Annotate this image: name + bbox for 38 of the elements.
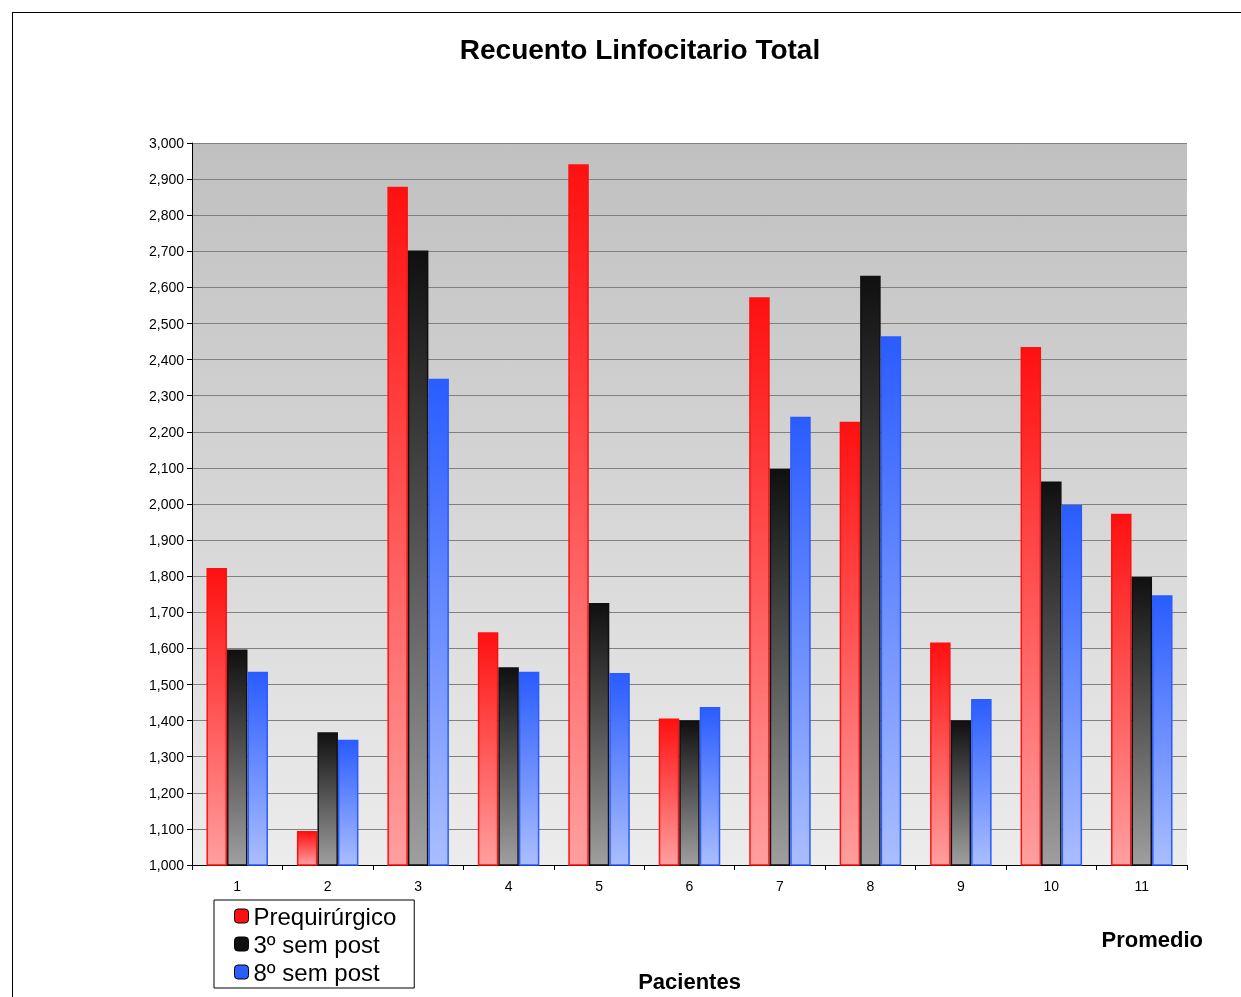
y-tick-label: 2,400 [148,351,185,368]
y-tick-label: 1,200 [148,784,185,801]
legend-label: 8º sem post [253,958,380,986]
x-tick-label: 7 [776,878,785,894]
legend-label: Prequirúrgico [253,902,397,930]
x-tick-label: 6 [685,878,694,894]
y-tick-label: 2,000 [148,496,185,512]
x-tick-label: 4 [504,878,513,894]
y-tick-label: 1,300 [148,748,185,765]
x-axis-title: Pacientes [638,968,741,994]
y-tick-label: 2,600 [148,279,185,296]
y-tick-label: 2,800 [148,207,185,224]
x-tick-label: 5 [595,878,604,894]
x-tick-label: 2 [323,878,332,894]
y-tick-label: 1,100 [148,820,185,837]
y-tick-label: 1,900 [148,532,185,549]
y-tick-label: 2,200 [148,423,185,440]
y-tick-label: 1,800 [148,568,185,585]
y-tick-label: 1,000 [148,857,185,873]
y-tick-label: 1,500 [148,676,185,693]
y-tick-label: 3,000 [148,135,185,151]
y-tick-label: 2,300 [148,387,185,404]
y-tick-label: 2,100 [148,459,185,476]
y-tick-label: 2,900 [148,171,185,188]
x-tick-label: 10 [1043,878,1060,894]
x-tick-label: 3 [414,878,423,894]
y-tick-label: 1,700 [148,604,185,621]
chart-title: Recuento Linfocitario Total [459,33,821,65]
y-tick-label: 1,400 [148,712,185,729]
x-tick-label: 11 [1134,878,1150,894]
text: Promedio [1101,926,1204,952]
x-tick-label: 1 [233,878,242,894]
x-tick-label: 9 [956,878,965,894]
x-tick-label: 8 [866,878,875,894]
y-tick-label: 2,700 [148,243,185,260]
y-tick-label: 2,500 [148,315,185,332]
legend-label: 3º sem post [253,930,380,958]
y-tick-label: 1,600 [148,640,185,657]
